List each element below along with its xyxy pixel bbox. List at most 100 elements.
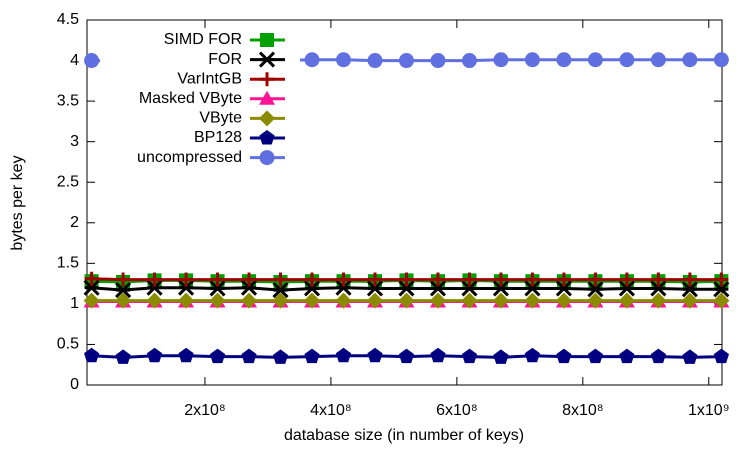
legend-label: VByte (199, 110, 242, 127)
marker (681, 281, 698, 298)
marker (398, 280, 415, 297)
marker (178, 279, 195, 296)
marker (367, 272, 382, 287)
marker (619, 272, 634, 287)
x-tick-label: 2x10⁸ (184, 402, 225, 419)
marker (258, 51, 276, 68)
marker (83, 279, 100, 296)
marker (587, 292, 604, 309)
y-tick-label: 3 (70, 133, 79, 150)
marker (650, 52, 666, 68)
marker (713, 292, 730, 309)
legend-label: VarIntGB (177, 70, 242, 87)
marker (336, 272, 351, 287)
x-tick-label: 4x10⁸ (310, 402, 351, 419)
marker (116, 272, 131, 287)
legend-label: SIMD FOR (164, 31, 242, 48)
marker (682, 272, 697, 287)
x-tick-label: 8x10⁸ (562, 402, 603, 419)
marker (398, 53, 414, 69)
marker (84, 53, 100, 69)
marker (272, 349, 289, 364)
marker (461, 53, 477, 69)
marker (524, 280, 541, 297)
marker (209, 292, 226, 309)
marker (587, 281, 604, 298)
marker (367, 53, 383, 69)
y-axis-label: bytes per key (9, 155, 26, 250)
marker (260, 33, 274, 47)
marker (650, 348, 666, 364)
marker (178, 292, 195, 309)
marker (430, 53, 446, 69)
marker (556, 52, 572, 68)
marker (304, 52, 320, 68)
marker (179, 272, 194, 287)
marker (335, 347, 352, 363)
marker (650, 292, 667, 309)
marker (651, 272, 666, 287)
marker (524, 292, 541, 309)
marker (210, 272, 225, 287)
marker (259, 130, 275, 145)
marker (303, 280, 321, 297)
marker (398, 292, 415, 309)
marker (272, 282, 289, 299)
marker (430, 347, 446, 363)
marker (555, 292, 572, 309)
marker (367, 347, 383, 363)
marker (304, 292, 321, 309)
marker (462, 272, 477, 287)
marker (335, 292, 352, 309)
marker (555, 280, 572, 297)
marker (430, 272, 445, 287)
marker (84, 271, 99, 286)
y-tick-label: 0 (70, 376, 79, 393)
y-tick-label: 2.5 (57, 173, 79, 190)
marker (461, 292, 478, 309)
marker (399, 272, 414, 287)
marker (115, 292, 132, 309)
marker (619, 348, 635, 364)
y-tick-label: 1.5 (57, 255, 79, 272)
marker (714, 272, 729, 287)
marker (260, 72, 274, 87)
marker (681, 292, 698, 309)
marker (493, 272, 508, 287)
marker (398, 348, 415, 364)
legend-label: FOR (208, 51, 242, 68)
marker (650, 280, 667, 297)
legend-label: Masked VByte (139, 90, 242, 107)
marker (556, 348, 572, 364)
marker (619, 52, 635, 68)
legend: SIMD FOR FOR VarIntGB Masked VByte VByte BP12… (100, 28, 300, 170)
marker (83, 292, 100, 309)
marker (493, 349, 509, 364)
x-axis-label: database size (in number of keys) (284, 427, 524, 444)
marker (146, 292, 163, 309)
marker (682, 52, 698, 68)
marker (618, 292, 635, 309)
y-tick-label: 3.5 (57, 92, 79, 109)
legend-label: BP128 (194, 129, 242, 146)
marker (147, 272, 162, 287)
marker (713, 348, 729, 364)
marker (304, 348, 320, 364)
marker (178, 347, 194, 363)
marker (588, 272, 603, 287)
marker (259, 150, 275, 166)
marker (682, 349, 698, 364)
marker (242, 272, 257, 287)
marker (259, 110, 275, 127)
marker (461, 280, 478, 297)
y-tick-label: 0.5 (57, 336, 79, 353)
marker (556, 272, 571, 287)
marker (272, 292, 289, 309)
legend-label: uncompressed (137, 149, 242, 166)
x-tick-label: 6x10⁸ (436, 402, 477, 419)
plot-frame (86, 19, 723, 386)
marker (366, 292, 383, 309)
marker (147, 347, 163, 363)
marker (461, 348, 478, 364)
